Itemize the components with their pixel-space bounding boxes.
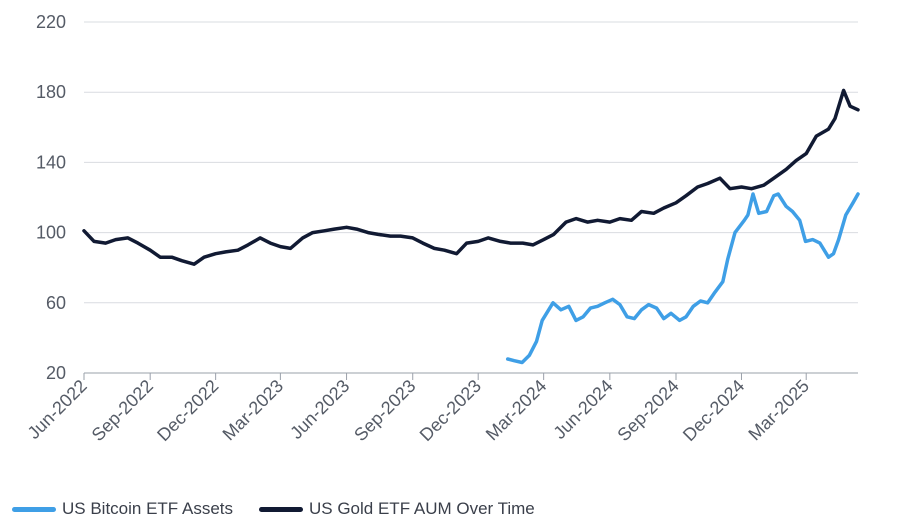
- legend-item-gold: US Gold ETF AUM Over Time: [259, 499, 535, 519]
- x-tick-label: Jun-2023: [286, 376, 353, 443]
- y-tick-label: 140: [36, 152, 66, 172]
- tick-labels: 20 60 100 140 180 220 Jun-2022Sep-2022Dec-2022…: [24, 12, 813, 445]
- x-tick-label: Mar-2024: [482, 376, 551, 445]
- x-tick-label: Sep-2024: [613, 376, 682, 445]
- series-lines: [82, 88, 860, 365]
- x-tick-label: Sep-2023: [350, 376, 419, 445]
- y-tick-label: 20: [46, 363, 66, 383]
- legend: US Bitcoin ETF Assets US Gold ETF AUM Ov…: [12, 499, 535, 519]
- x-tick-label: Jun-2024: [549, 376, 616, 443]
- legend-swatch-gold: [259, 506, 303, 512]
- bitcoin-series-line: [505, 192, 860, 365]
- legend-label-bitcoin: US Bitcoin ETF Assets: [62, 499, 233, 518]
- legend-label-gold: US Gold ETF AUM Over Time: [309, 499, 535, 518]
- x-tick-label: Dec-2022: [153, 376, 222, 445]
- legend-swatch-bitcoin: [12, 506, 56, 512]
- x-tick-label: Dec-2023: [416, 376, 485, 445]
- x-tick-label: Dec-2024: [679, 376, 748, 445]
- y-tick-label: 60: [46, 293, 66, 313]
- axes: [83, 372, 858, 380]
- x-tick-label: Jun-2022: [24, 376, 91, 443]
- x-tick-label: Mar-2023: [219, 376, 288, 445]
- grid-lines: [84, 21, 858, 304]
- legend-item-bitcoin: US Bitcoin ETF Assets: [12, 499, 233, 519]
- gold-series-line: [82, 88, 860, 266]
- x-tick-label: Mar-2025: [744, 376, 813, 445]
- y-tick-label: 220: [36, 12, 66, 32]
- x-tick-label: Sep-2022: [88, 376, 157, 445]
- y-tick-label: 100: [36, 223, 66, 243]
- chart-svg: 20 60 100 140 180 220 Jun-2022Sep-2022Dec-2022…: [24, 12, 860, 445]
- y-tick-label: 180: [36, 82, 66, 102]
